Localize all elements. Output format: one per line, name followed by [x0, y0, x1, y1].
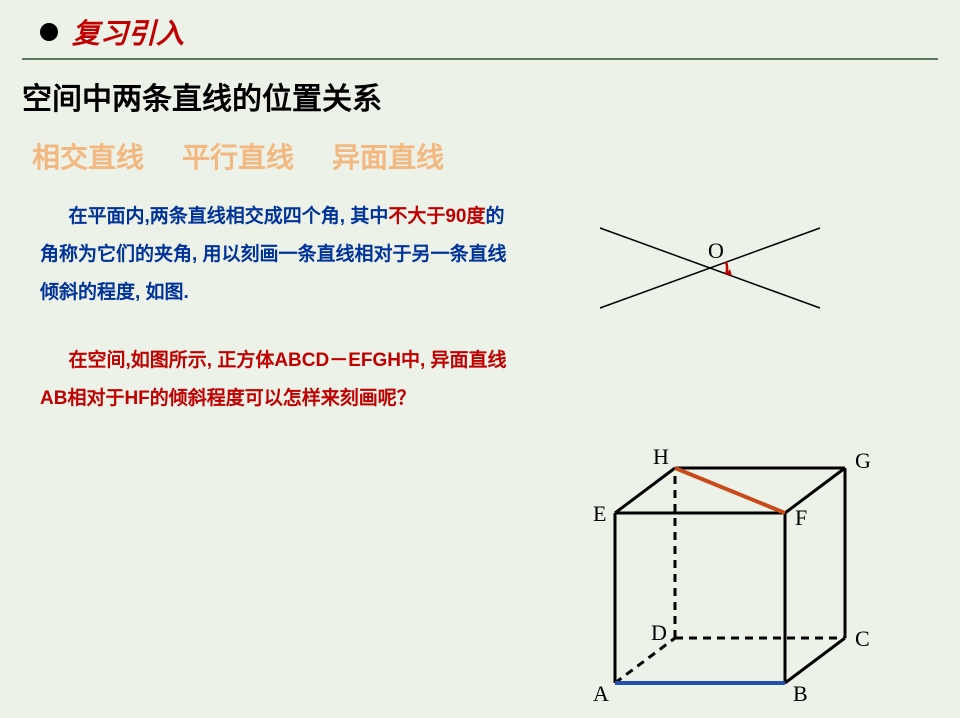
svg-text:C: C — [855, 626, 870, 651]
main-title: 空间中两条直线的位置关系 — [0, 74, 960, 118]
svg-text:F: F — [795, 505, 807, 530]
svg-text:O: O — [708, 238, 724, 263]
cube-diagram: A B C D E F G H — [510, 338, 910, 718]
svg-text:E: E — [593, 501, 606, 526]
paragraph-1: 在平面内,两条直线相交成四个角, 其中不大于90度的角称为它们的夹角, 用以刻画… — [40, 198, 510, 312]
header: 复习引入 — [0, 0, 960, 58]
svg-text:G: G — [855, 448, 871, 473]
divider — [22, 58, 938, 60]
p1-part1: 在平面内,两条直线相交成四个角, 其中 — [69, 206, 389, 227]
diagram-column: O A B C D E F G H — [510, 198, 938, 718]
text-column: 在平面内,两条直线相交成四个角, 其中不大于90度的角称为它们的夹角, 用以刻画… — [40, 198, 510, 718]
header-title: 复习引入 — [72, 12, 184, 52]
p1-part2: 不大于90度 — [388, 206, 485, 227]
p2-text: 在空间,如图所示, 正方体ABCD－EFGH中, 异面直线AB相对于HF的倾斜程… — [40, 350, 507, 409]
subtype-parallel: 平行直线 — [182, 136, 294, 176]
svg-text:H: H — [653, 444, 669, 469]
paragraph-2: 在空间,如图所示, 正方体ABCD－EFGH中, 异面直线AB相对于HF的倾斜程… — [40, 342, 510, 418]
subtype-skew: 异面直线 — [332, 136, 444, 176]
bullet-icon — [40, 23, 58, 41]
svg-text:D: D — [651, 620, 667, 645]
svg-text:A: A — [593, 681, 609, 706]
subtype-intersect: 相交直线 — [32, 136, 144, 176]
angle-diagram: O — [510, 198, 910, 338]
content-area: 在平面内,两条直线相交成四个角, 其中不大于90度的角称为它们的夹角, 用以刻画… — [0, 198, 960, 718]
subtypes-row: 相交直线 平行直线 异面直线 — [0, 136, 960, 176]
svg-text:B: B — [793, 681, 808, 706]
